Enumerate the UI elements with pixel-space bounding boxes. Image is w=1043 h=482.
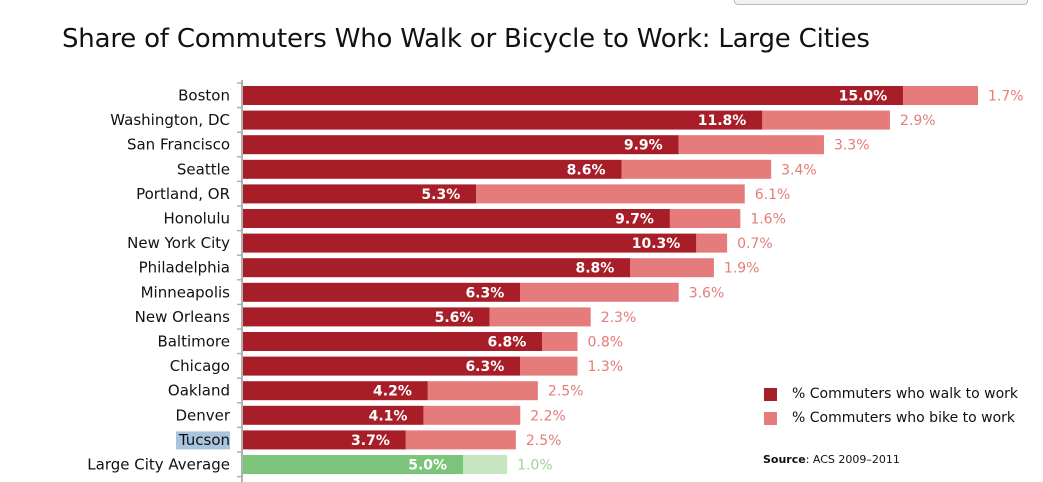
bar-bike [476,184,745,204]
value-label-bike: 3.3% [834,138,870,154]
value-label-walk: 8.8% [575,261,614,277]
bar-walk [243,135,679,155]
value-label-walk: 4.1% [369,408,408,424]
value-label-walk: 5.3% [421,187,460,203]
value-label-bike: 1.3% [587,359,623,375]
category-label: Washington, DC [110,111,230,129]
value-label-walk: 6.3% [465,285,504,301]
value-label-walk: 6.3% [465,359,504,375]
category-label: Portland, OR [136,185,230,203]
value-label-bike: 1.0% [517,458,553,474]
legend-item-bike: % Commuters who bike to work [764,406,1018,430]
bar-walk [243,381,428,401]
category-label: Minneapolis [141,283,231,301]
bar-bike [520,356,578,376]
legend: % Commuters who walk to work % Commuters… [764,382,1018,430]
bar-bike [423,405,521,425]
value-label-walk: 8.6% [567,162,606,178]
bar-bike [630,258,714,278]
chart-title: Share of Commuters Who Walk or Bicycle t… [62,24,870,54]
category-axis: Boston Washington, DC San Francisco Seattle… [87,80,243,482]
bar-bike [542,332,578,351]
bar-walk [243,332,543,351]
value-label-bike: 2.9% [900,113,936,129]
category-label: New Orleans [135,308,231,326]
bar-bike [669,209,741,228]
bar-walk [243,184,477,204]
category-label: Boston [178,87,230,105]
value-label-walk: 4.2% [373,384,412,400]
bar-bike [678,135,824,155]
value-label-walk: 15.0% [839,89,888,105]
bar-walk [243,455,464,474]
bar-walk [243,282,521,302]
bar-walk [243,356,521,376]
legend-item-walk: % Commuters who walk to work [764,382,1018,406]
bar-bike [427,381,538,401]
value-label-walk: 10.3% [632,236,681,252]
value-label-bike: 1.6% [750,212,786,228]
window-edge [734,0,1028,5]
bar-walk [243,405,424,425]
bar-bike [489,307,591,327]
source-text: : ACS 2009–2011 [805,453,900,466]
category-label: Large City Average [87,456,230,474]
value-label-bike: 1.9% [724,261,760,277]
category-label: Honolulu [164,210,231,228]
value-label-bike: 0.8% [587,335,623,351]
bar-walk [243,86,904,105]
category-label: Oakland [168,382,230,400]
value-label-bike: 2.5% [526,433,562,449]
value-label-bike: 1.7% [988,89,1024,105]
value-label-walk: 9.7% [615,212,654,228]
bar-bike [520,282,679,302]
bar-walk [243,233,697,253]
category-highlight [176,431,230,450]
bar-bike [463,455,508,474]
value-label-bike: 6.1% [755,187,791,203]
value-label-bike: 2.2% [530,408,566,424]
category-label: Seattle [177,160,230,178]
source-label: Source [763,453,806,466]
bar-walk [243,159,622,179]
value-label-walk: 11.8% [698,113,747,129]
value-label-bike: 2.3% [601,310,637,326]
bar-walk [243,258,631,278]
value-label-bike: 3.4% [781,162,817,178]
value-label-walk: 5.6% [435,310,474,326]
category-label: Philadelphia [139,259,230,277]
value-label-walk: 5.0% [408,458,447,474]
legend-label-walk: % Commuters who walk to work [792,386,1019,402]
value-label-walk: 6.8% [487,335,526,351]
legend-swatch-walk [764,387,777,401]
bar-bike [903,86,978,105]
category-label: Tucson [178,431,230,449]
bar-walk [243,307,490,327]
value-label-walk: 3.7% [351,433,390,449]
bar-walk [243,110,763,130]
legend-swatch-bike [764,411,777,425]
category-label: Chicago [170,357,230,375]
bar-walk [243,430,406,450]
category-label: New York City [127,234,230,252]
bar-bike [621,159,772,179]
bar-walk [243,209,670,228]
bar-bike [762,110,890,130]
labels: 15.0% 1.7% 11.8% 2.9% 9.9% 3.3% 8.6% 3.4% 5.3% 6.… [351,89,1024,474]
bars [243,86,978,474]
value-label-bike: 3.6% [689,285,725,301]
value-label-walk: 9.9% [624,138,663,154]
category-label: San Francisco [127,136,230,154]
category-label: Denver [175,406,230,424]
bar-bike [405,430,516,450]
source-note: Source: ACS 2009–2011 [763,453,900,466]
value-label-bike: 0.7% [737,236,773,252]
bar-bike [696,233,728,253]
category-label: Baltimore [157,333,230,351]
value-label-bike: 2.5% [548,384,584,400]
legend-label-bike: % Commuters who bike to work [792,410,1016,426]
